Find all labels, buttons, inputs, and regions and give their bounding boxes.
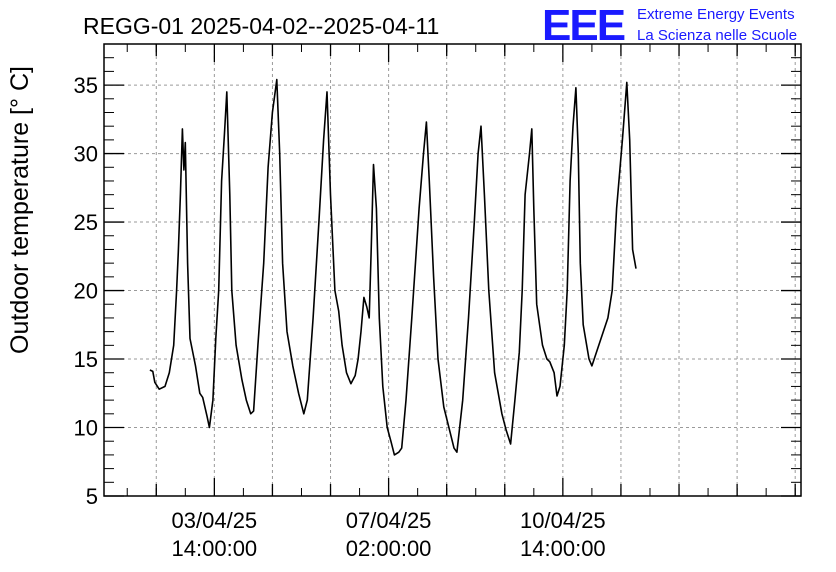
eee-logo: EEE Extreme Energy Events La Scienza nel… (542, 1, 797, 50)
logo-letters: EEE (542, 1, 625, 50)
x-tick-label-time: 02:00:00 (346, 536, 432, 561)
x-tick-label-time: 14:00:00 (520, 536, 606, 561)
y-tick-label: 15 (74, 347, 98, 372)
y-axis-label: Outdoor temperature [° C] (6, 66, 34, 354)
plot-frame (103, 43, 802, 497)
series-layer (149, 78, 637, 456)
x-tick-label-date: 07/04/25 (346, 508, 432, 533)
x-tick-label-date: 03/04/25 (172, 508, 258, 533)
temperature-series-line (149, 78, 637, 456)
tick-labels: 5 10 15 20 25 30 35 03/04/25 14:00:00 07/04/25 02:… (74, 73, 606, 561)
axis-ticks (104, 43, 801, 497)
y-tick-label: 10 (74, 416, 98, 441)
x-tick-label-time: 14:00:00 (172, 536, 258, 561)
x-tick-label-date: 10/04/25 (520, 508, 606, 533)
logo-line1: Extreme Energy Events (637, 6, 795, 23)
y-tick-label: 30 (74, 142, 98, 167)
logo-line2: La Scienza nelle Scuole (637, 27, 797, 44)
y-tick-label: 5 (86, 484, 98, 509)
y-tick-label: 20 (74, 279, 98, 304)
y-tick-label: 35 (74, 73, 98, 98)
chart-title: REGG-01 2025-04-02--2025-04-11 (83, 13, 439, 39)
grid-lines (104, 44, 801, 496)
y-tick-label: 25 (74, 210, 98, 235)
